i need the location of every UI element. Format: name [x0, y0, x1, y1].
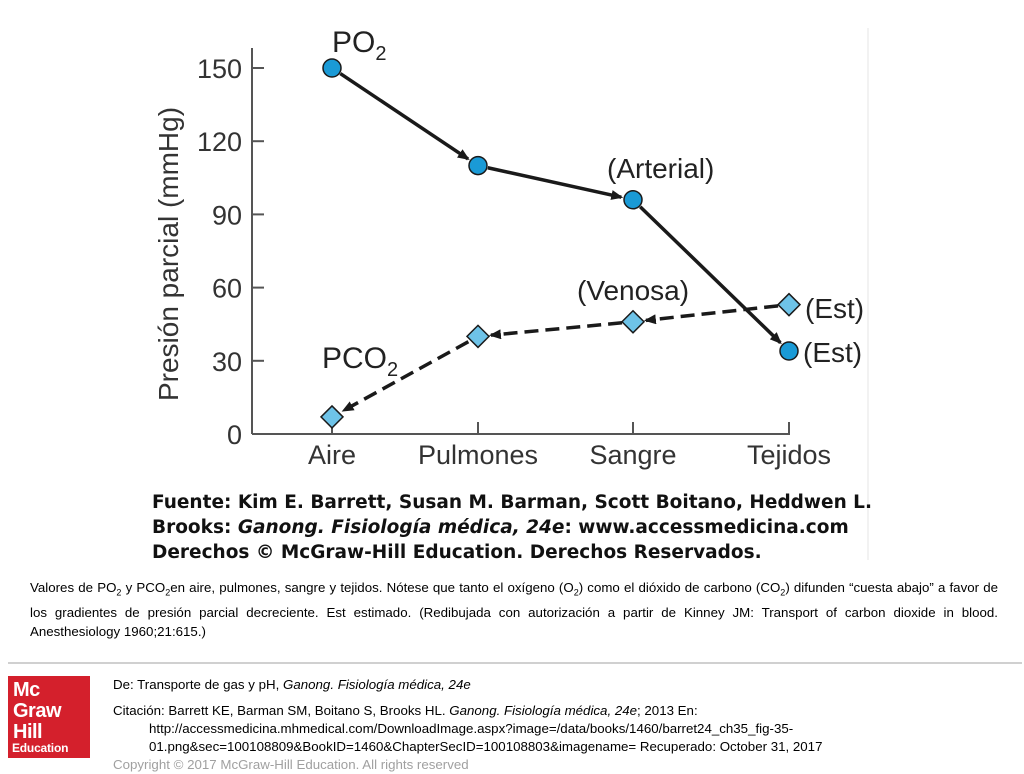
pco2-point — [319, 404, 345, 429]
po2-series-label: PO2 — [332, 26, 386, 65]
po2-point — [322, 58, 342, 78]
pco2-point — [776, 292, 802, 317]
citation-url-2[interactable]: 01.png&sec=100108809&BookID=1460&Chapter… — [149, 739, 823, 754]
source-line-1: Fuente: Kim E. Barrett, Susan M. Barman,… — [152, 492, 872, 513]
pco2-segment — [341, 340, 470, 413]
y-tick-label: 0 — [227, 420, 242, 450]
po2-point — [623, 190, 643, 210]
pco2-segment — [643, 304, 779, 325]
po2-segment — [339, 72, 470, 161]
pco2-series-label: PCO2 — [322, 342, 398, 381]
y-tick-label: 120 — [197, 127, 242, 157]
po2-segment — [487, 166, 624, 200]
mcgraw-hill-logo: Mc Graw Hill Education — [8, 676, 90, 758]
y-tick-label: 60 — [212, 274, 242, 304]
po2-series-label-sub: 2 — [375, 43, 386, 65]
pco2-series-label-main: PCO — [322, 342, 387, 375]
divider — [8, 662, 1022, 664]
from-line: De: Transporte de gas y pH, Ganong. Fisi… — [113, 677, 471, 692]
est-upper-annotation: (Est) — [805, 293, 864, 324]
citation-line: Citación: Barrett KE, Barman SM, Boitano… — [113, 703, 698, 718]
po2-segment — [638, 205, 782, 345]
y-tick-label: 150 — [197, 54, 242, 84]
pco2-series-label-sub: 2 — [387, 359, 398, 381]
source-line-2: Brooks: Ganong. Fisiología médica, 24e: … — [152, 517, 849, 538]
source-credit: Fuente: Kim E. Barrett, Susan M. Barman,… — [152, 490, 872, 565]
chart-area: 0 30 60 90 120 150 Aire Pulmones Sangre Tejidos P… — [152, 26, 872, 565]
citation-block: De: Transporte de gas y pH, Ganong. Fisi… — [113, 676, 822, 774]
est-lower-annotation: (Est) — [803, 337, 862, 368]
partial-pressure-chart: 0 30 60 90 120 150 Aire Pulmones Sangre Tejidos P… — [153, 26, 869, 560]
pco2-point — [620, 309, 646, 334]
y-tick-label: 30 — [212, 347, 242, 377]
y-tick-label: 90 — [212, 200, 242, 230]
po2-series-label-main: PO — [332, 26, 375, 59]
pco2-segment — [488, 321, 623, 340]
x-tick-label: Sangre — [589, 440, 676, 470]
x-tick-label: Pulmones — [418, 440, 538, 470]
figure-caption: Valores de PO2 y PCO2en aire, pulmones, … — [30, 580, 998, 639]
copyright-text: Copyright © 2017 McGraw-Hill Education. … — [113, 757, 469, 772]
po2-point — [468, 155, 488, 176]
pco2-point — [465, 324, 491, 349]
po2-point — [779, 341, 799, 361]
x-tick-label: Aire — [308, 440, 356, 470]
x-tick-label: Tejidos — [747, 440, 831, 470]
venosa-annotation: (Venosa) — [577, 275, 689, 306]
source-line-3: Derechos © McGraw-Hill Education. Derech… — [152, 542, 762, 563]
y-axis-label: Presión parcial (mmHg) — [153, 107, 184, 401]
citation-url-1[interactable]: http://accessmedicina.mhmedical.com/Down… — [149, 721, 794, 736]
arterial-annotation: (Arterial) — [607, 153, 714, 184]
